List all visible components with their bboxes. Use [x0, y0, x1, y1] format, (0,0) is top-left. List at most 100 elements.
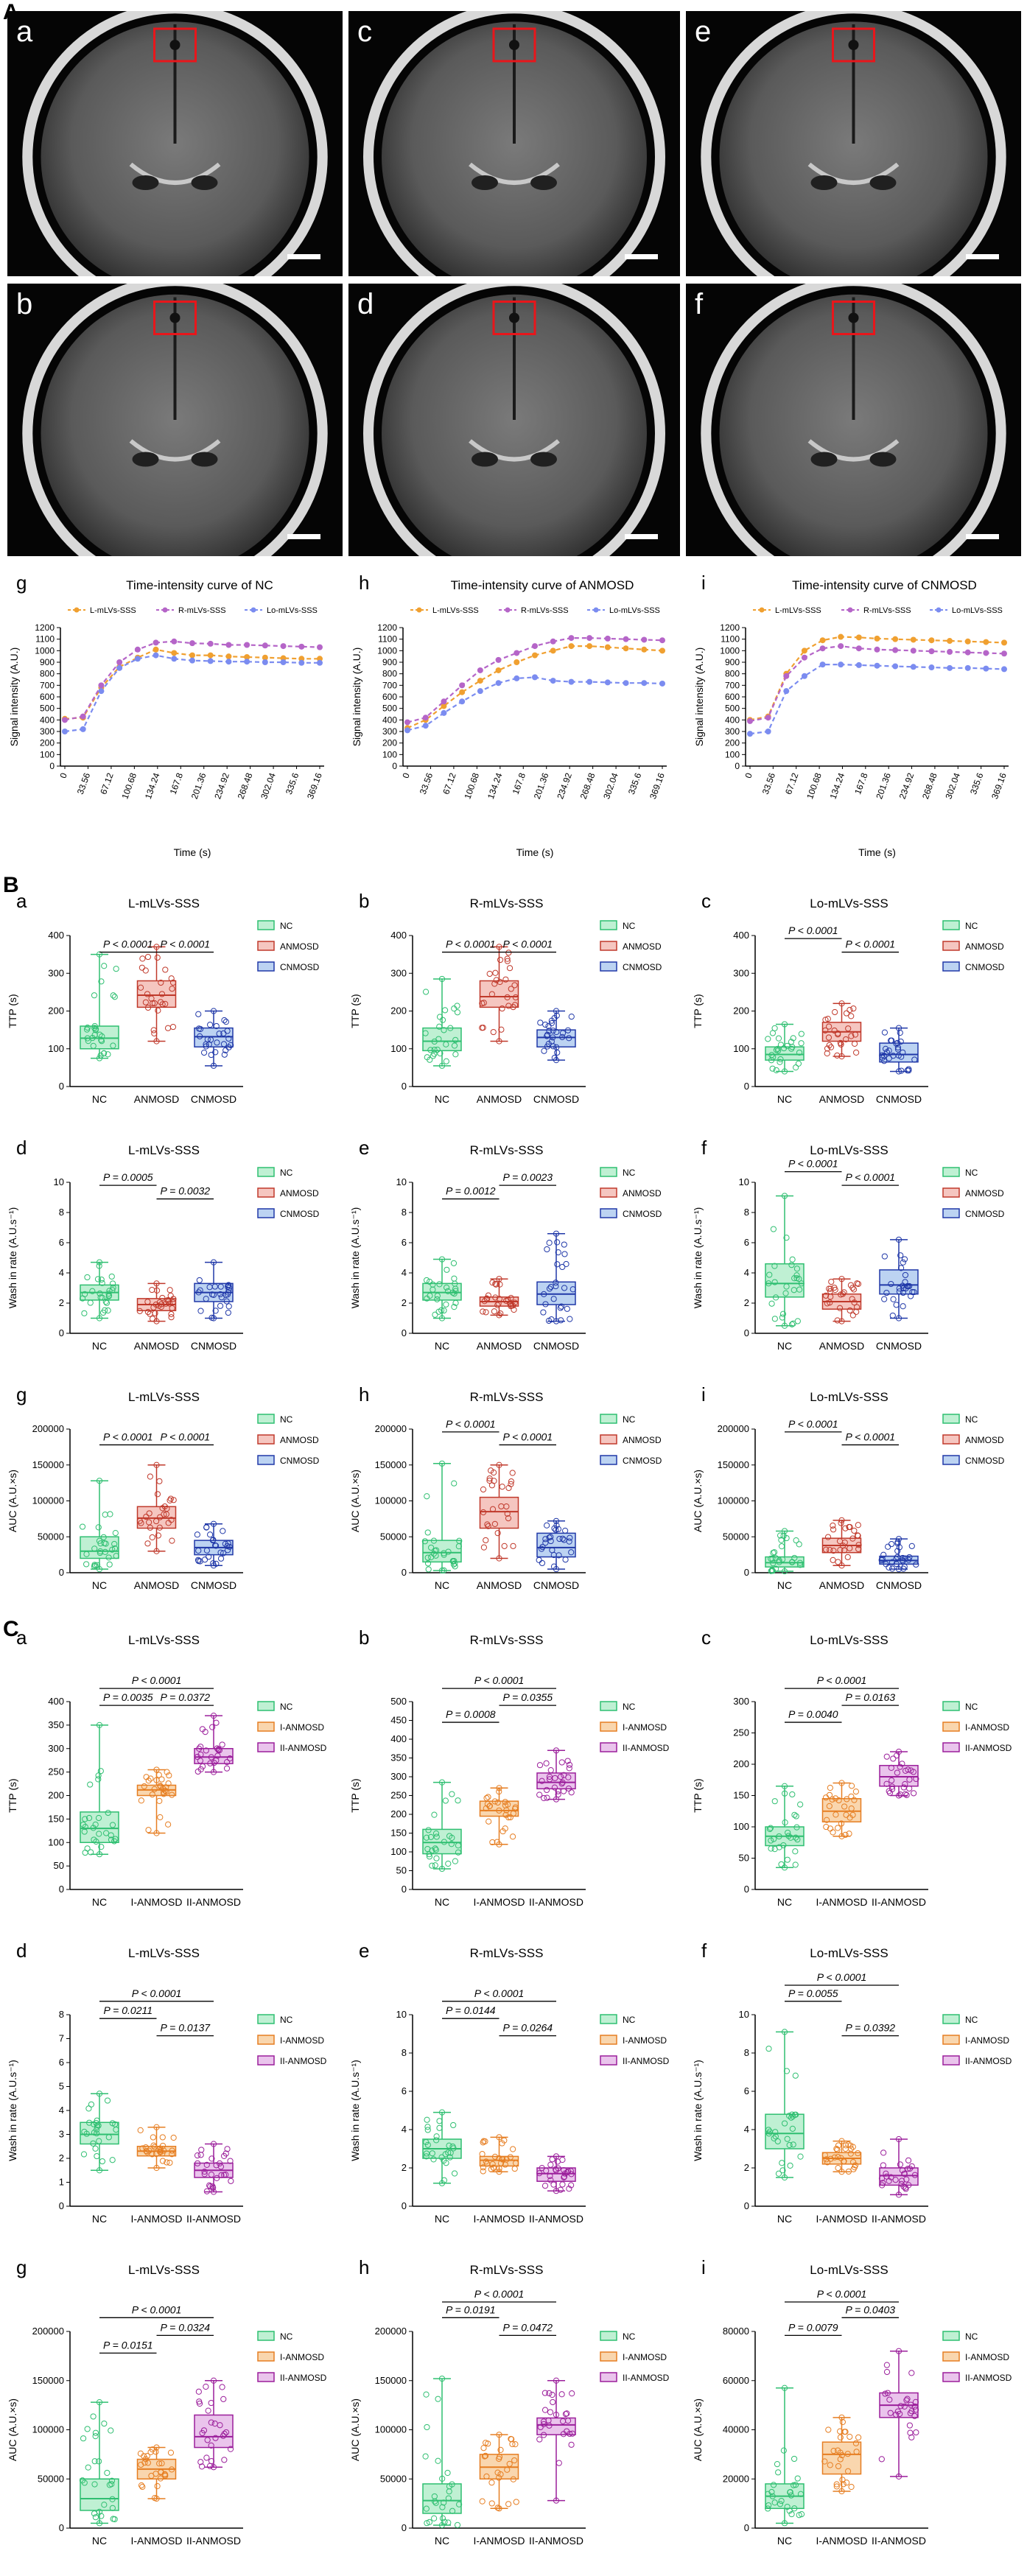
data-point	[568, 2441, 575, 2448]
data-point	[844, 1554, 851, 1560]
legend-swatch	[600, 1742, 617, 1752]
data-point	[568, 678, 575, 685]
data-point	[839, 2477, 846, 2483]
data-point	[550, 1296, 557, 1302]
data-point	[832, 1008, 838, 1016]
data-point	[854, 1280, 860, 1287]
data-point	[483, 2440, 489, 2446]
data-point	[851, 1299, 858, 1306]
data-point	[244, 642, 250, 648]
mri-panel-letter: d	[357, 288, 374, 320]
data-point	[153, 2124, 160, 2130]
legend-swatch	[600, 2014, 617, 2024]
data-point	[833, 2145, 840, 2152]
data-point	[895, 1315, 902, 1322]
data-point	[450, 2121, 457, 2129]
legend-swatch	[600, 2055, 617, 2066]
data-point	[439, 1017, 446, 1023]
data-point	[790, 1035, 796, 1042]
roi-box	[153, 27, 197, 63]
data-point	[546, 2390, 553, 2396]
y-tick-label: 150	[48, 1813, 64, 1824]
data-point	[441, 698, 447, 705]
y-tick-label: 600	[725, 692, 740, 702]
data-point	[783, 688, 790, 695]
data-point	[220, 1550, 227, 1557]
y-tick-label: 50000	[380, 1531, 407, 1542]
legend-label: NC	[965, 2331, 978, 2342]
data-point	[96, 2167, 103, 2174]
data-point	[824, 1534, 832, 1540]
data-point	[512, 2441, 519, 2448]
data-point	[89, 1288, 96, 1294]
data-point	[838, 1276, 845, 1282]
y-tick-label: 150000	[32, 2375, 64, 2386]
data-point	[433, 1547, 440, 1554]
legend-label: L-mLVs-SSS	[90, 606, 136, 615]
data-point	[771, 1798, 778, 1805]
y-tick-label: 0	[59, 2200, 64, 2211]
ventricle-left	[472, 175, 498, 190]
data-point	[771, 1316, 778, 1322]
y-tick-label: 250	[48, 1766, 64, 1777]
y-tick-label: 50000	[723, 1531, 749, 1542]
y-tick-label: 0	[402, 1327, 407, 1338]
legend-label: I-ANMOSD	[280, 2352, 324, 2362]
data-point	[153, 2471, 159, 2477]
panel-letter: h	[359, 2256, 369, 2278]
data-point	[791, 1287, 797, 1294]
y-axis-label: TTP (s)	[7, 994, 18, 1028]
data-point	[855, 1545, 862, 1553]
data-point	[171, 656, 178, 662]
data-point	[838, 1833, 845, 1839]
data-point	[555, 2460, 562, 2466]
data-point	[586, 635, 593, 642]
data-point	[93, 2119, 99, 2127]
data-point	[195, 1547, 202, 1554]
data-point	[423, 1277, 430, 1284]
data-point	[850, 1286, 858, 1293]
data-point	[886, 1564, 892, 1570]
data-point	[894, 1752, 900, 1759]
data-point	[498, 1503, 505, 1510]
y-tick-label: 50000	[38, 1531, 64, 1542]
data-point	[779, 1314, 786, 1321]
data-point	[209, 1537, 217, 1544]
data-point	[835, 1031, 841, 1038]
x-tick-label: CNMOSD	[876, 1340, 922, 1352]
data-point	[441, 1551, 447, 1558]
data-point	[893, 1560, 900, 1568]
x-tick-label: 302.04	[601, 771, 620, 801]
data-point	[770, 1226, 777, 1232]
legend-swatch	[942, 2372, 960, 2382]
data-point	[317, 659, 323, 666]
data-point	[96, 1263, 102, 1269]
mri-panel-e: e	[686, 11, 1021, 276]
data-point	[791, 2455, 798, 2463]
data-point	[167, 2449, 175, 2456]
data-point	[108, 1273, 115, 1280]
legend-swatch	[600, 1455, 617, 1465]
data-point	[770, 2482, 777, 2488]
data-point	[497, 978, 503, 986]
legend-swatch	[600, 1701, 617, 1711]
y-tick-label: 200000	[375, 2326, 407, 2337]
boxplot-c-b: b R-mLVs-SSS 0 50 100 150 200 250 300 350 400 450 50…	[343, 1621, 685, 1934]
data-point	[789, 1559, 796, 1566]
data-point	[106, 1561, 113, 1568]
data-point	[553, 1566, 560, 1573]
data-point	[564, 1027, 572, 1033]
p-value-label: P = 0.0035	[103, 1691, 153, 1703]
data-point	[153, 944, 160, 950]
data-point	[168, 1517, 175, 1523]
data-point	[604, 679, 611, 686]
x-tick-label: 134.24	[486, 771, 505, 801]
data-point	[553, 2377, 560, 2384]
data-point	[198, 2147, 205, 2153]
data-point	[153, 639, 159, 646]
data-point	[480, 1486, 487, 1493]
data-point	[441, 1567, 447, 1573]
legend-swatch	[942, 2014, 960, 2024]
y-tick-label: 600	[40, 692, 55, 702]
